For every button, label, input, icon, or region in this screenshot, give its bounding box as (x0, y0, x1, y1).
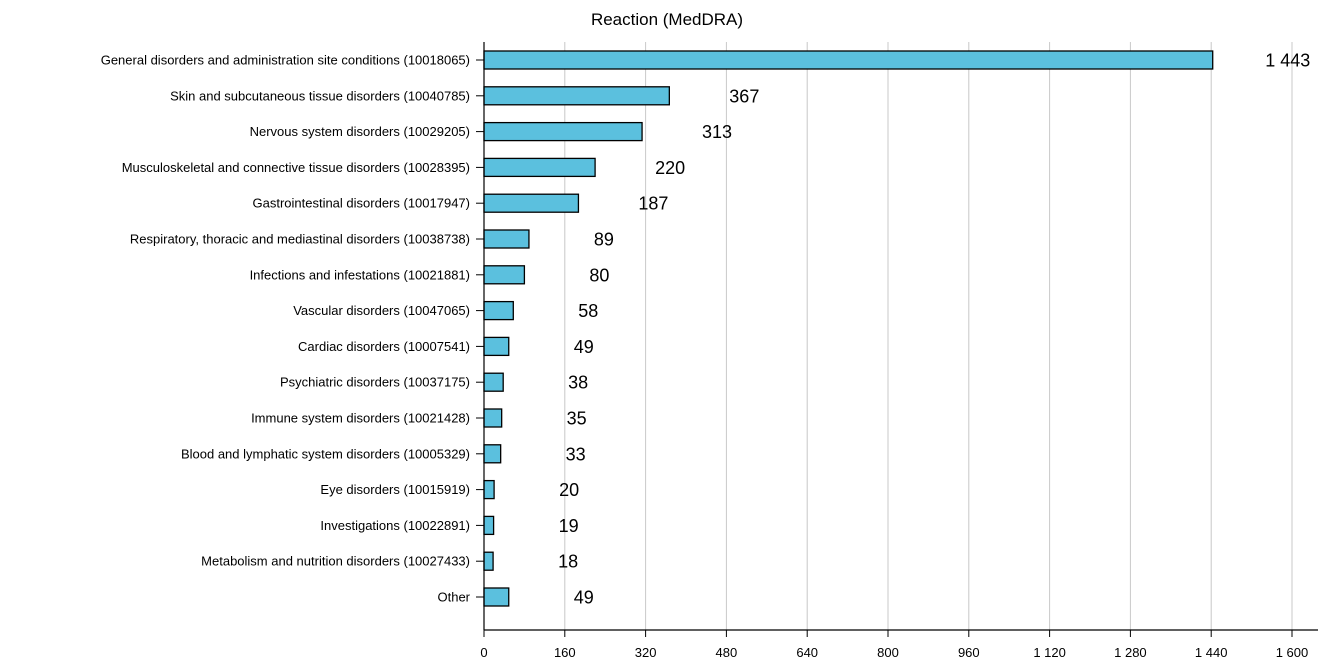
chart-title: Reaction (MedDRA) (591, 10, 743, 29)
x-tick-label-1600: 1 600 (1276, 645, 1309, 660)
data-label-3: 313 (702, 122, 732, 142)
bar-12 (483, 444, 502, 464)
data-label-7: 80 (589, 265, 609, 285)
data-label-4: 220 (655, 158, 685, 178)
bar-16 (483, 587, 510, 607)
x-tick-label-480: 480 (716, 645, 738, 660)
bar-8 (483, 300, 514, 321)
category-label-12: Blood and lymphatic system disorders (10… (181, 446, 470, 461)
x-tick-labels: 0 160 320 480 640 800 960 1 120 1 280 1 440 1 600 (480, 645, 1308, 660)
x-tick-label-320: 320 (635, 645, 657, 660)
category-label-16: Other (437, 590, 470, 605)
category-label-4: Musculoskeletal and connective tissue di… (122, 160, 470, 175)
category-label-9: Cardiac disorders (10007541) (298, 339, 470, 354)
bar-4 (483, 157, 596, 178)
category-label-11: Immune system disorders (10021428) (251, 411, 470, 426)
category-label-10: Psychiatric disorders (10037175) (280, 375, 470, 390)
bar-5 (483, 193, 580, 213)
category-label-8: Vascular disorders (10047065) (293, 303, 470, 318)
data-label-8: 58 (578, 301, 598, 321)
x-tick-label-160: 160 (554, 645, 576, 660)
bars (483, 50, 1214, 607)
x-tick-label-960: 960 (958, 645, 980, 660)
x-tick-label-1440: 1 440 (1195, 645, 1228, 660)
bar-1 (483, 50, 1214, 70)
x-tick-label-800: 800 (877, 645, 899, 660)
bar-7 (483, 265, 526, 285)
x-tick-label-0: 0 (480, 645, 487, 660)
category-label-14: Investigations (10022891) (320, 518, 470, 533)
bar-15 (483, 551, 494, 571)
data-label-16: 49 (574, 588, 594, 608)
category-label-6: Respiratory, thoracic and mediastinal di… (130, 232, 470, 247)
x-tick-label-1120: 1 120 (1033, 645, 1066, 660)
category-label-3: Nervous system disorders (10029205) (250, 124, 470, 139)
bar-10 (483, 372, 504, 392)
bar-6 (483, 229, 530, 249)
data-label-1: 1 443 (1265, 51, 1310, 71)
bar-14 (483, 515, 495, 536)
data-label-9: 49 (574, 337, 594, 357)
category-label-1: General disorders and administration sit… (101, 53, 470, 68)
category-label-15: Metabolism and nutrition disorders (1002… (201, 554, 470, 569)
category-label-2: Skin and subcutaneous tissue disorders (… (170, 88, 470, 103)
category-labels: General disorders and administration sit… (101, 53, 471, 605)
x-tick-label-1280: 1 280 (1114, 645, 1147, 660)
data-label-12: 33 (566, 444, 586, 464)
bar-9 (483, 336, 510, 357)
data-label-15: 18 (558, 552, 578, 572)
bar-3 (483, 121, 643, 142)
data-label-10: 38 (568, 373, 588, 393)
bar-13 (483, 479, 495, 500)
data-label-5: 187 (638, 194, 668, 214)
bar-11 (483, 408, 503, 428)
data-label-13: 20 (559, 480, 579, 500)
category-label-7: Infections and infestations (10021881) (250, 267, 470, 282)
data-label-11: 35 (567, 409, 587, 429)
data-label-14: 19 (559, 516, 579, 536)
x-tick-label-640: 640 (796, 645, 818, 660)
category-label-13: Eye disorders (10015919) (320, 482, 470, 497)
data-labels: 1 443 367 313 220 187 89 80 58 49 38 35 33 20 19 18 49 (558, 51, 1310, 608)
data-label-2: 367 (729, 86, 759, 106)
category-label-5: Gastrointestinal disorders (10017947) (252, 196, 470, 211)
bar-2 (483, 86, 670, 106)
axes (476, 42, 1318, 637)
data-label-6: 89 (594, 230, 614, 250)
gridlines (564, 42, 1293, 630)
